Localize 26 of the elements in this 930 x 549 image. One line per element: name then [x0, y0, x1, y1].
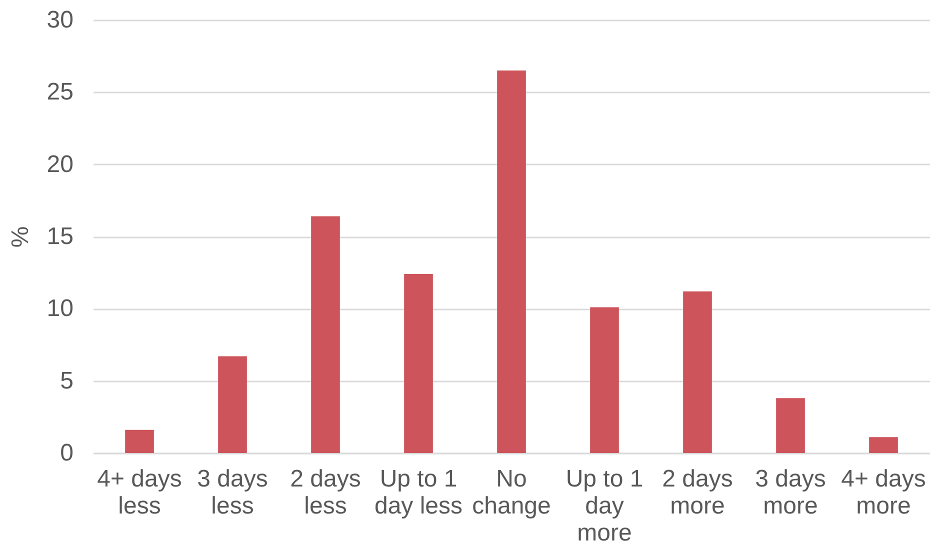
bar	[311, 216, 340, 453]
y-tick-label: 15	[46, 223, 74, 250]
x-tick-label: 4+ days more	[841, 466, 926, 520]
x-tick-label: 2 days more	[662, 466, 733, 520]
bar	[125, 430, 154, 453]
x-tick-label: 4+ days less	[97, 466, 182, 520]
bar	[776, 398, 805, 453]
y-tick-label: 30	[46, 6, 74, 34]
y-tick-label: 20	[46, 150, 74, 178]
y-tick-label: 10	[46, 295, 74, 322]
x-tick-label: 2 days less	[290, 466, 361, 520]
bar	[218, 356, 247, 453]
x-tick-label: 3 days more	[755, 466, 826, 520]
bar	[404, 274, 433, 453]
x-tick-label: No change	[472, 466, 551, 520]
y-tick-label: 5	[60, 367, 74, 394]
x-tick-label: 3 days less	[197, 466, 268, 520]
y-tick-label: 25	[46, 78, 74, 106]
bar	[590, 307, 619, 453]
x-tick-label: Up to 1 day less	[374, 466, 463, 520]
x-tick-label: Up to 1 day more	[566, 466, 644, 546]
y-axis-title: %	[6, 226, 34, 248]
bar	[497, 70, 526, 453]
bar	[869, 437, 898, 453]
y-tick-label: 0	[60, 440, 74, 466]
bar	[683, 291, 712, 453]
